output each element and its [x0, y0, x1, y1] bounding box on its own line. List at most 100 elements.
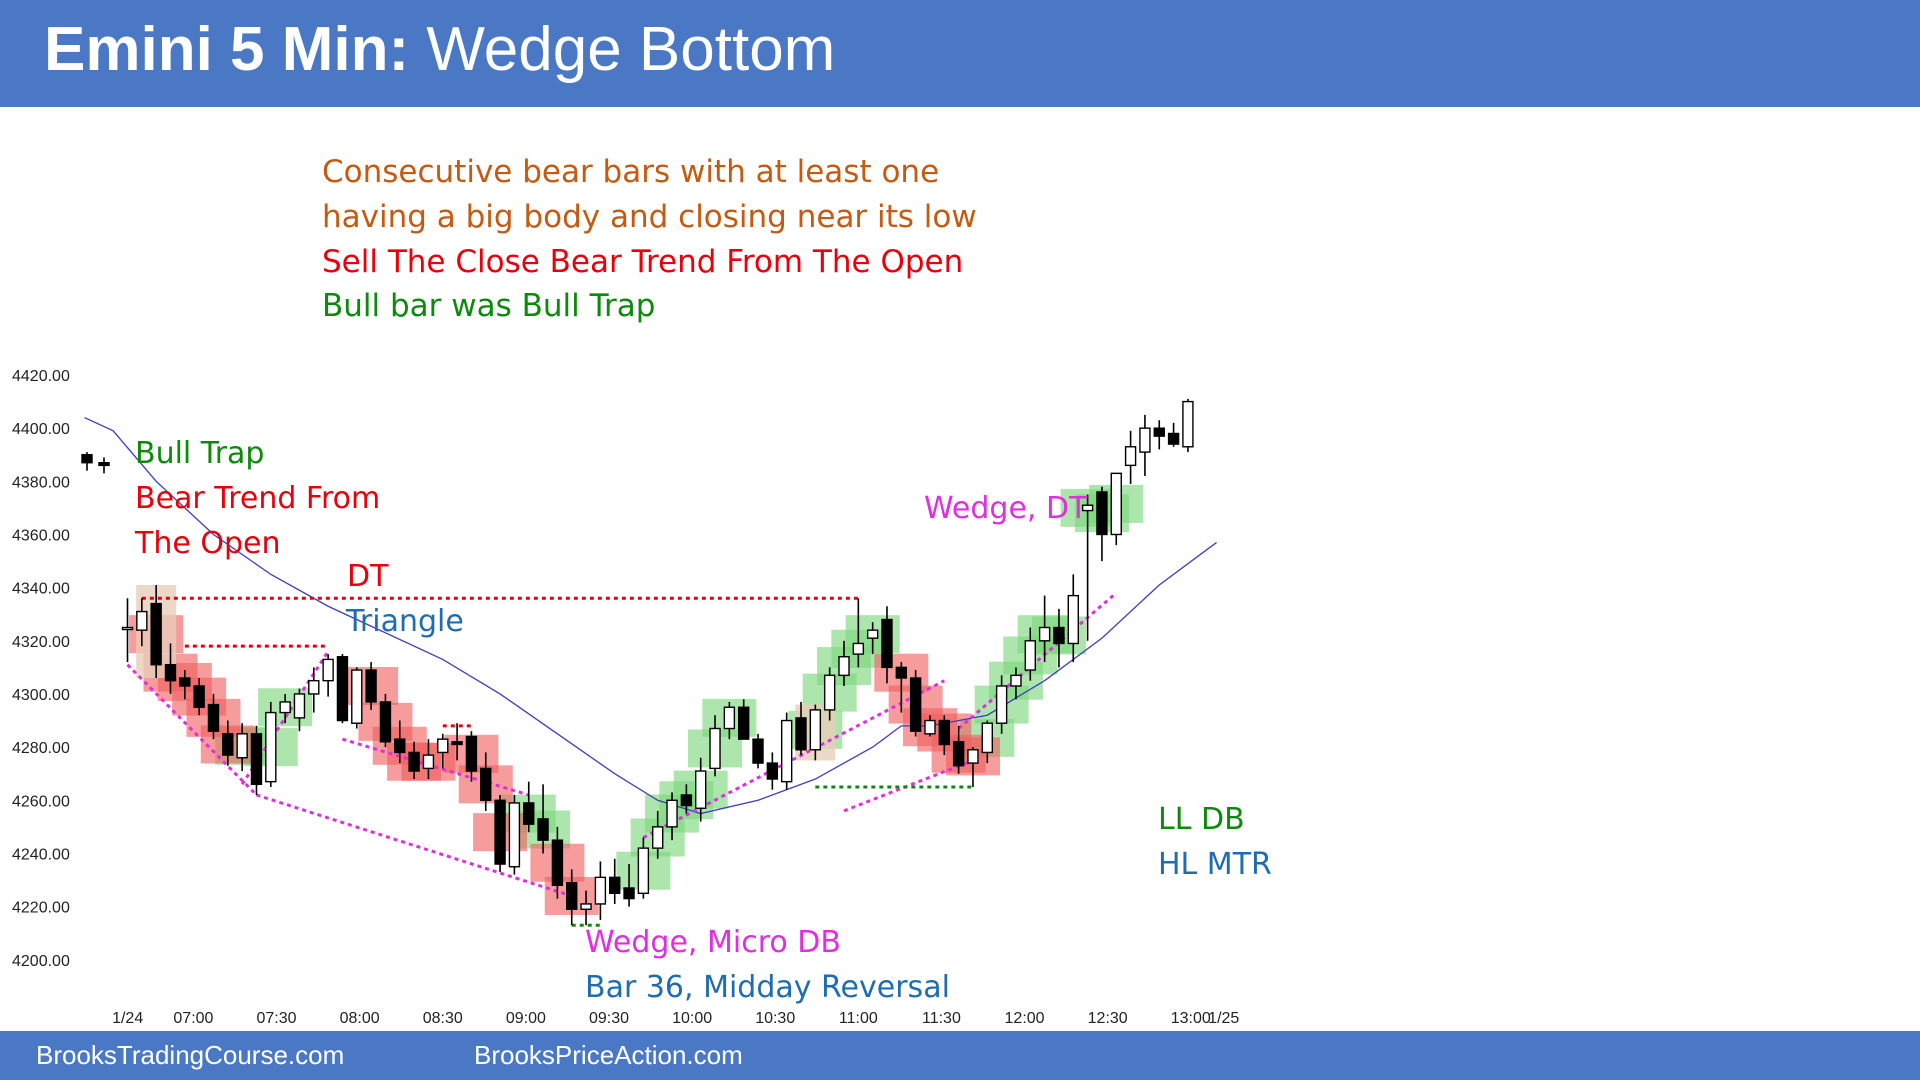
wedge-trend-line — [126, 663, 258, 797]
candle-bar — [494, 799, 506, 865]
candle-bar — [780, 719, 793, 783]
y-tick-label: 4320.00 — [12, 634, 70, 651]
candle-bar — [809, 709, 822, 751]
candle-bar — [609, 876, 621, 895]
candle-bar — [451, 741, 463, 746]
candle-bar — [866, 629, 879, 639]
candle-bar — [150, 602, 162, 666]
x-tick-label: 08:00 — [340, 1010, 380, 1025]
candle-bar — [881, 618, 893, 669]
candle-bar — [924, 719, 936, 735]
y-tick-label: 4360.00 — [12, 527, 70, 544]
footer-site-right[interactable]: BrooksPriceAction.com — [474, 1040, 743, 1070]
wedge-trend-line — [843, 759, 974, 813]
x-tick-label: 10:00 — [672, 1010, 712, 1025]
title-bold: Emini 5 Min: — [44, 15, 410, 84]
candle-bar — [1182, 400, 1194, 448]
annotation-label: Bar 36, Midday Reversal — [585, 970, 950, 1005]
candle-bar — [379, 701, 392, 743]
candle-bar — [394, 738, 406, 754]
candle-bar — [164, 664, 177, 682]
x-tick-label: 1/24 — [112, 1010, 143, 1025]
annotation-label: Bear Trend From — [135, 481, 380, 516]
candle-bar — [981, 722, 993, 754]
candle-bar — [909, 677, 922, 732]
candle-bar — [580, 903, 592, 910]
annotation-label: Wedge, Micro DB — [585, 925, 841, 960]
wedge-trend-line — [957, 591, 1118, 730]
x-tick-label: 09:30 — [589, 1010, 629, 1025]
candle-bar — [465, 735, 478, 772]
candle-bar — [1124, 446, 1137, 467]
candle-bar — [437, 738, 449, 754]
candle-bar — [279, 701, 291, 714]
candle-bar — [408, 751, 420, 772]
annotation-label: Bull Trap — [135, 436, 264, 471]
candle-bar — [666, 799, 678, 828]
annotation-label: HL MTR — [1158, 847, 1272, 882]
note-line-4: Bull bar was Bull Trap — [322, 288, 656, 324]
y-tick-label: 4400.00 — [12, 421, 70, 438]
candle-bar — [766, 762, 779, 780]
page-title: Emini 5 Min: Wedge Bottom — [44, 14, 835, 85]
footer-site-left[interactable]: BrooksTradingCourse.com — [36, 1040, 345, 1070]
y-tick-label: 4420.00 — [12, 368, 70, 385]
candle-bar — [250, 733, 263, 786]
candle-bar — [895, 666, 908, 679]
footer-bar: BrooksTradingCourse.com BrooksPriceActio… — [0, 1031, 1920, 1080]
annotation-label: The Open — [134, 526, 280, 561]
x-tick-label: 08:30 — [423, 1010, 463, 1025]
candle-bar — [1110, 472, 1122, 536]
candle-bar — [336, 656, 349, 722]
candle-bar — [351, 669, 363, 724]
candle-bar — [594, 876, 607, 905]
candle-bar — [838, 656, 850, 677]
x-tick-label: 1/25 — [1208, 1010, 1239, 1025]
candle-bar — [508, 802, 521, 868]
candle-bar — [265, 711, 277, 783]
candle-bar — [566, 881, 578, 910]
candle-bar — [623, 887, 635, 900]
candle-bar — [222, 733, 234, 756]
candle-bar — [193, 685, 205, 708]
candle-bar — [652, 826, 664, 849]
annotation-label: LL DB — [1158, 802, 1245, 837]
candle-bar — [1167, 432, 1180, 445]
candle-bar — [136, 610, 148, 631]
candle-bar — [207, 703, 220, 732]
candle-bar — [995, 685, 1008, 724]
y-tick-label: 4200.00 — [12, 953, 70, 970]
prior-day-bar — [81, 454, 93, 464]
note-line-2: having a big body and closing near its l… — [322, 199, 977, 235]
candle-bar — [852, 642, 865, 655]
x-tick-label: 11:00 — [839, 1010, 878, 1025]
candle-bar — [308, 679, 320, 695]
y-tick-label: 4260.00 — [12, 793, 70, 810]
candle-bar — [723, 706, 736, 730]
candle-bar — [179, 677, 191, 687]
candle-bar — [1038, 626, 1051, 642]
candle-bar — [938, 719, 951, 746]
candle-bar — [1081, 504, 1094, 512]
title-rest: Wedge Bottom — [409, 15, 836, 84]
prior-day-bar — [98, 462, 110, 467]
candle-bar — [523, 802, 535, 825]
x-tick-label: 12:00 — [1005, 1010, 1045, 1025]
candle-bar — [422, 754, 435, 770]
candle-bar — [236, 733, 248, 759]
candle-bar — [967, 749, 979, 764]
y-tick-label: 4240.00 — [12, 846, 70, 863]
candle-bar — [365, 669, 377, 703]
annotation-label: Triangle — [345, 604, 464, 639]
candle-bar — [795, 717, 807, 751]
y-tick-label: 4300.00 — [12, 687, 70, 704]
x-tick-label: 12:30 — [1088, 1010, 1128, 1025]
wedge-trend-line — [256, 793, 573, 898]
candle-bar — [1024, 640, 1036, 671]
candle-bar — [637, 847, 650, 895]
candle-bar — [695, 770, 707, 809]
x-tick-label: 09:00 — [506, 1010, 546, 1025]
candle-bar — [1139, 427, 1151, 453]
candle-bar — [1010, 674, 1022, 687]
candle-bar — [952, 741, 965, 767]
